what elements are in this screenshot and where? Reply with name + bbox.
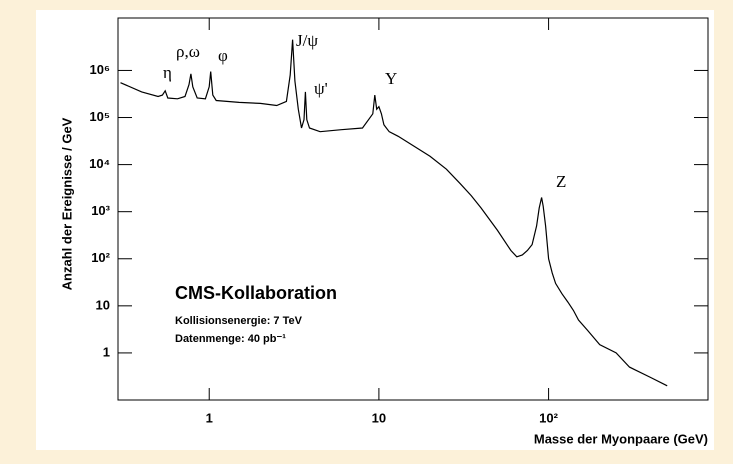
x-tick-label: 1 <box>206 410 213 425</box>
y-axis-label: Anzahl der Ereignisse / GeV <box>59 117 74 290</box>
y-tick-label: 10⁶ <box>90 62 110 77</box>
peak-label: η <box>163 63 172 82</box>
y-tick-label: 10⁵ <box>89 109 110 124</box>
lumi-note: Datenmenge: 40 pb⁻¹ <box>175 333 286 345</box>
energy-note: Kollisionsenergie: 7 TeV <box>175 315 303 327</box>
plot-frame <box>117 17 709 401</box>
spectrum-line <box>120 39 668 387</box>
panel <box>36 10 714 450</box>
y-tick-label: 10 <box>96 297 110 312</box>
y-tick-label: 10⁴ <box>89 156 110 171</box>
y-tick-label: 1 <box>103 344 110 359</box>
y-tick-label: 10³ <box>91 203 110 218</box>
collab-title: CMS-Kollaboration <box>175 283 337 303</box>
peak-label: Y <box>385 69 397 88</box>
peak-label: ψ' <box>314 79 328 98</box>
x-tick-label: 10 <box>372 410 386 425</box>
peak-label: Z <box>556 172 566 191</box>
x-tick-label: 10² <box>539 410 558 425</box>
peak-label: ρ,ω <box>176 42 200 61</box>
peak-label: φ <box>218 46 228 65</box>
x-axis-label: Masse der Myonpaare (GeV) <box>534 431 708 446</box>
y-tick-label: 10² <box>91 250 110 265</box>
peak-label: J/ψ <box>296 31 318 50</box>
